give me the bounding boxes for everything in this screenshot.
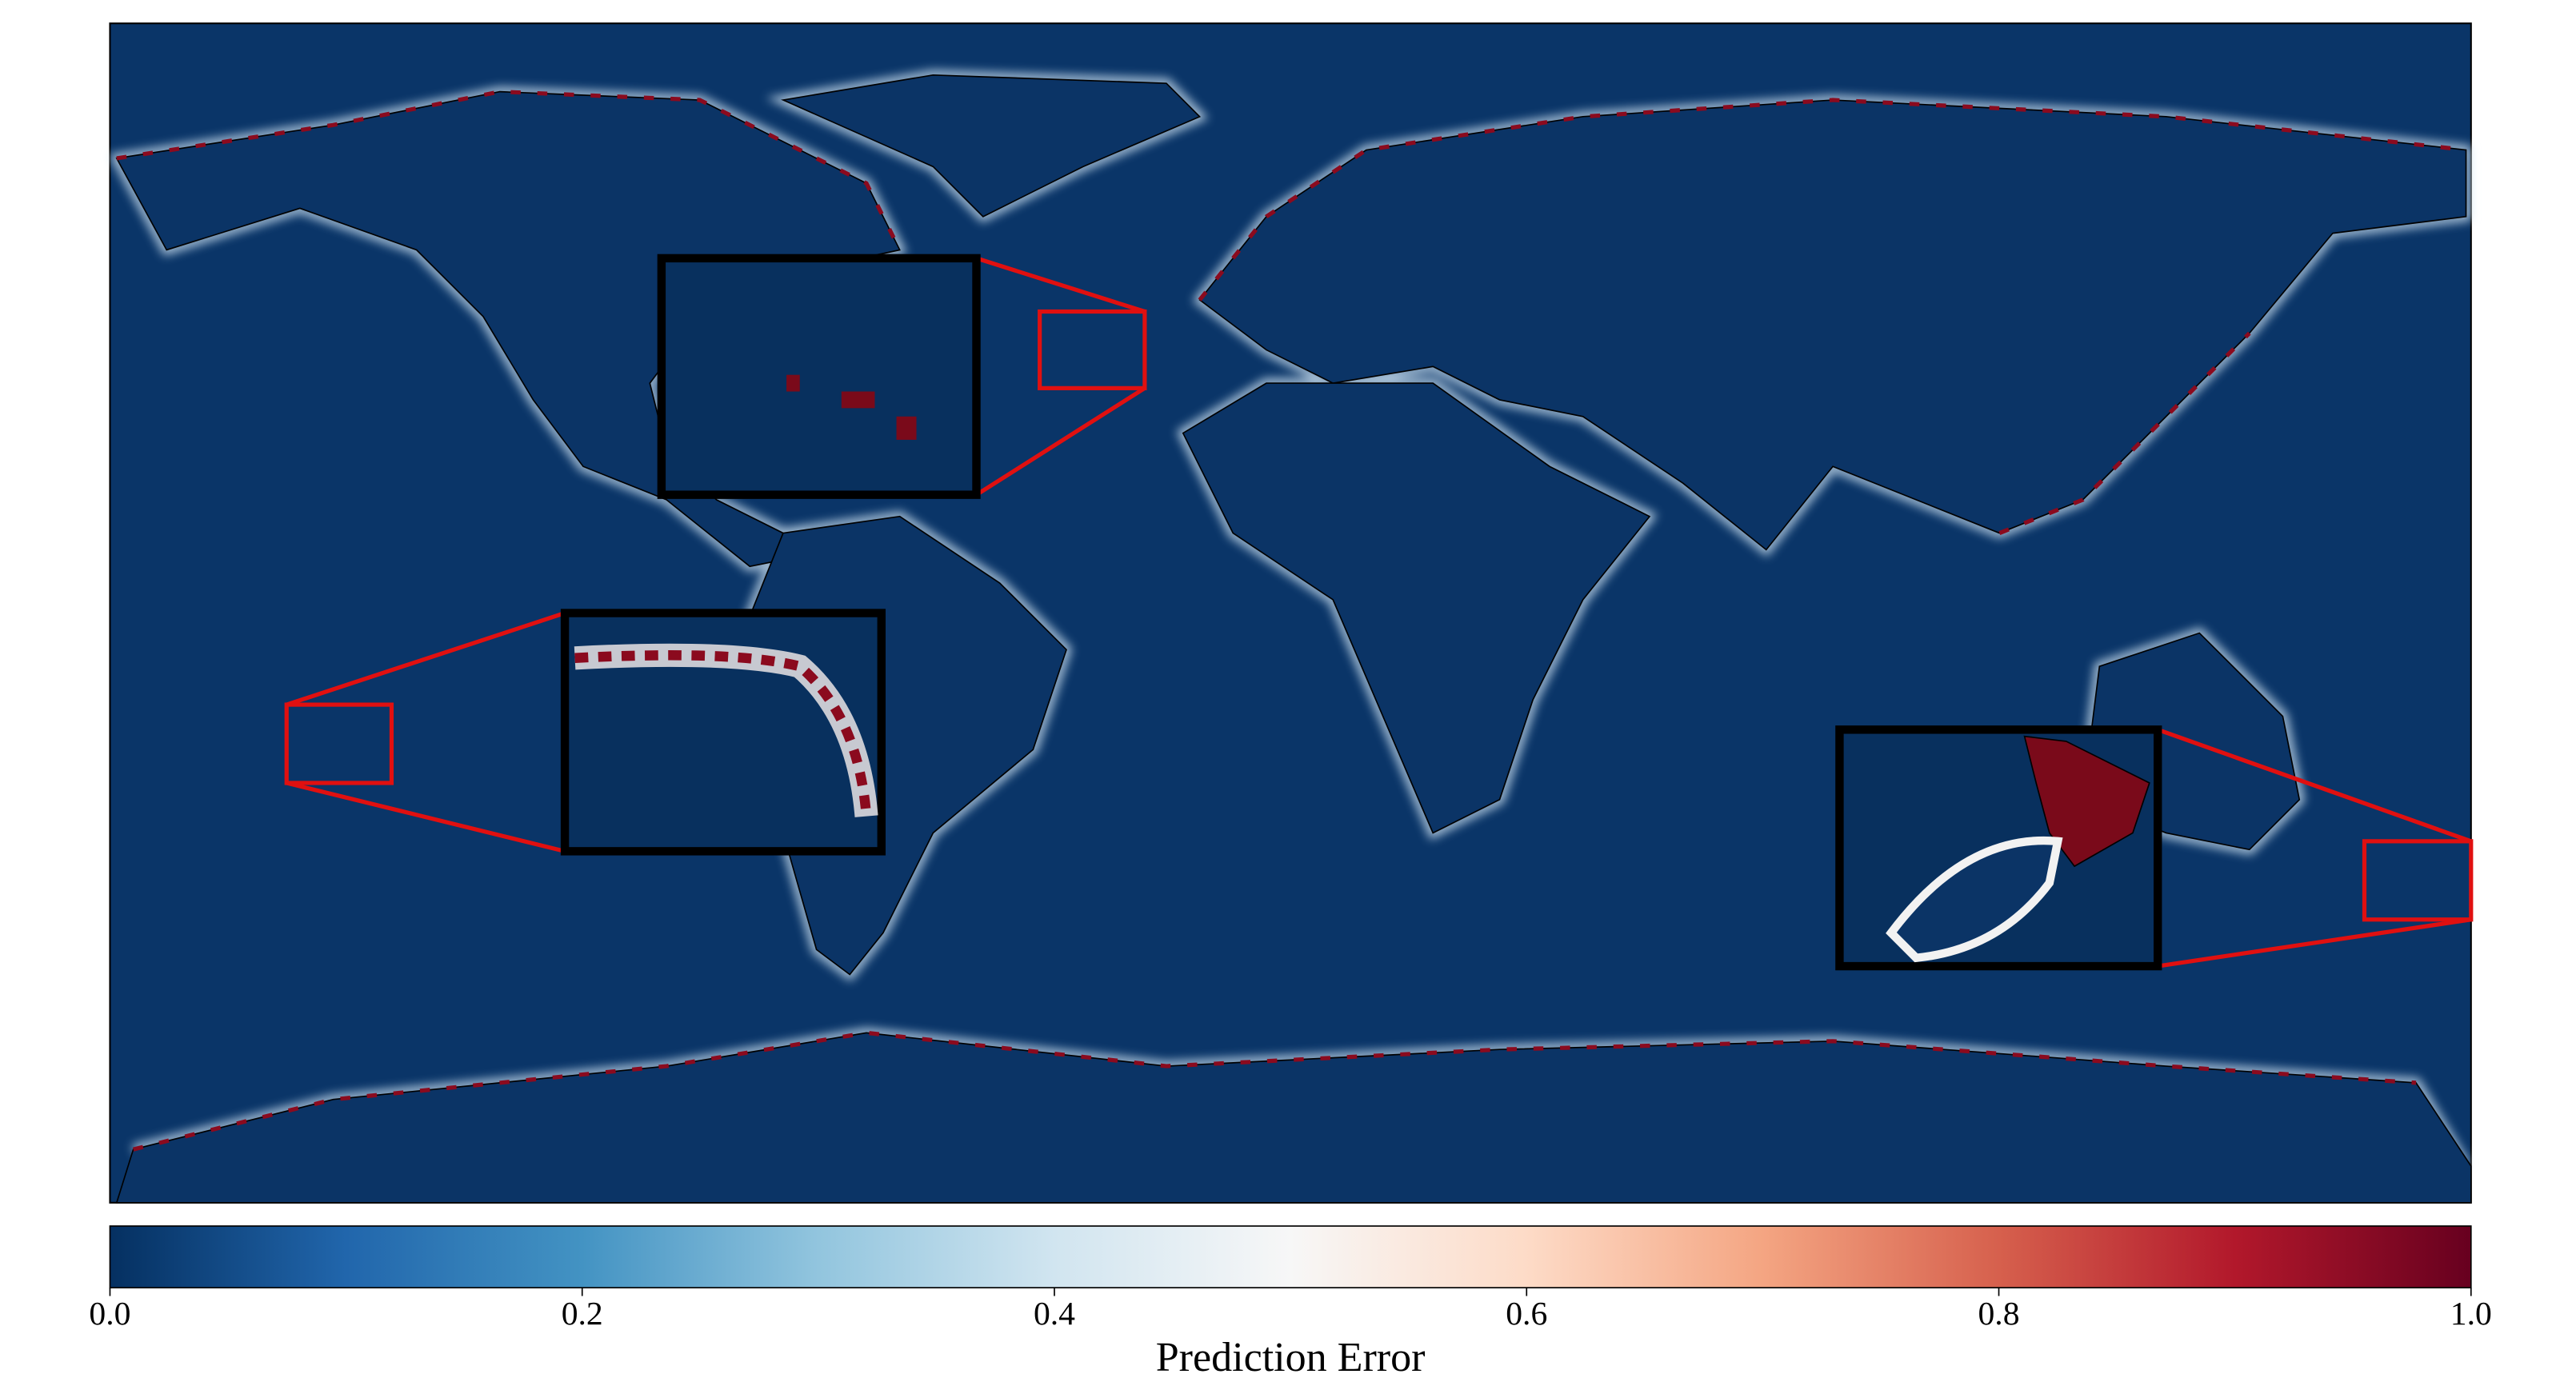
eurasia <box>1198 99 2467 551</box>
colorbar-tick-label: 0.0 <box>89 1296 130 1332</box>
colorbar-tick-label: 0.6 <box>1506 1296 1547 1332</box>
coast-error <box>116 89 2466 1152</box>
inset-north-island <box>2023 735 2150 868</box>
colorbar-tick-label: 0.8 <box>1978 1296 2019 1332</box>
zoom-box <box>1038 309 1147 390</box>
colorbar-gradient <box>109 1225 2472 1288</box>
inset-coast-error <box>574 650 872 817</box>
zoom-insets <box>284 254 2474 971</box>
inset-cell <box>786 374 800 392</box>
antarctica <box>115 1032 2472 1204</box>
colorbar-tick-label: 0.2 <box>562 1296 603 1332</box>
inset-cell <box>841 391 875 409</box>
zoom-line <box>286 611 566 707</box>
zoom-box <box>2362 839 2474 922</box>
inset-south-island <box>1886 836 2063 963</box>
colorbar-label: Prediction Error <box>1156 1335 1426 1380</box>
colorbar-tick-label: 1.0 <box>2450 1296 2492 1332</box>
inset-cell <box>896 416 917 440</box>
colorbar-tick-label: 0.4 <box>1034 1296 1075 1332</box>
africa <box>1182 382 1651 834</box>
colorbar: 0.0 0.2 0.4 0.6 0.8 1.0 <box>89 1225 2492 1332</box>
zoom-line <box>975 386 1146 497</box>
greenland <box>781 74 1202 218</box>
zoom-line <box>2157 917 2472 969</box>
zoom-box <box>284 702 394 785</box>
zoom-line <box>2157 727 2472 844</box>
north-america <box>115 90 901 568</box>
zoom-line <box>286 781 566 853</box>
inset-atlantic <box>657 254 981 499</box>
zoom-line <box>975 256 1146 314</box>
